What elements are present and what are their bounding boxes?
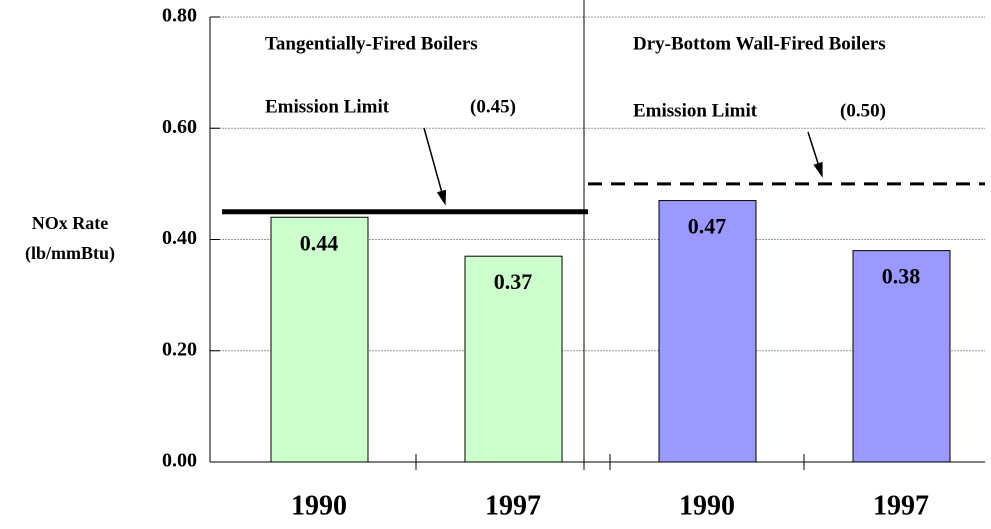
y-axis-label: NOx Rate — [32, 213, 108, 233]
emission-limit-label: (0.45) — [470, 96, 516, 117]
emission-limit-text: Emission Limit — [265, 96, 390, 117]
y-tick-label: 0.80 — [162, 5, 197, 27]
arrow-head — [436, 189, 447, 206]
emission-limit-text: Emission Limit — [633, 100, 758, 121]
group-title: Tangentially-Fired Boilers — [265, 33, 478, 54]
group-title: Dry-Bottom Wall-Fired Boilers — [633, 33, 886, 54]
bar — [270, 216, 369, 463]
data-label: 0.37 — [494, 269, 533, 294]
bar — [658, 200, 757, 463]
data-label: 0.38 — [882, 264, 921, 289]
x-tick-label: 1990 — [291, 490, 347, 521]
x-tick-label: 1997 — [873, 490, 929, 521]
bar — [464, 255, 563, 463]
y-axis-label: (lb/mmBtu) — [25, 243, 115, 264]
y-tick-label: 0.60 — [162, 116, 197, 138]
data-label: 0.44 — [300, 230, 339, 255]
y-tick-label: 0.40 — [162, 227, 197, 249]
x-tick-label: 1990 — [679, 490, 735, 521]
arrow-head — [813, 161, 823, 178]
bar — [852, 250, 951, 463]
data-label: 0.47 — [688, 214, 727, 239]
emission-limit-label: (0.50) — [840, 100, 886, 121]
y-tick-label: 0.00 — [162, 450, 197, 472]
x-tick-label: 1997 — [485, 490, 541, 521]
y-tick-label: 0.20 — [162, 338, 197, 360]
